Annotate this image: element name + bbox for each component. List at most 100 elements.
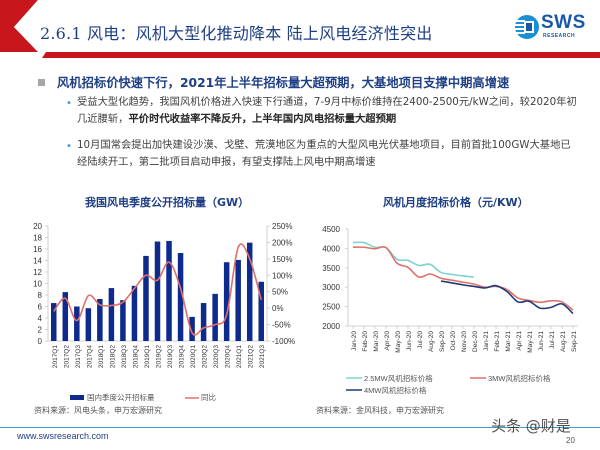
sws-logo: SWS RESEARCH [513, 12, 593, 41]
x-tick-label: Mar-21 [505, 331, 512, 352]
x-tick-label: Jan-20 [351, 331, 358, 351]
bar-2018Q2 [108, 288, 115, 341]
x-tick-label: Apr-21 [516, 331, 523, 351]
y-tick-label: 0 [38, 337, 43, 346]
bullet-dot-icon: • [66, 98, 72, 109]
x-tick-label: May-21 [527, 331, 534, 353]
bar-2017Q2 [62, 292, 69, 341]
line-yoy [53, 243, 263, 336]
y-tick-label: 2500 [322, 303, 340, 312]
bar-2021Q2 [246, 242, 253, 341]
monthly-price-chart: 2000 2500 3000 3500 4000 4500 Jan-20 Feb-20 Mar-… [322, 225, 578, 395]
x-tick-label: 2021Q1 [236, 345, 243, 369]
bullet-paragraph-2: 10月国常会提出加快建设沙漠、戈壁、荒漠地区为重点的大型风电光伏基地项目，目前首… [77, 137, 577, 171]
legend-label-2: 4MW风机招标价格 [364, 385, 427, 395]
bullet-1-text: 受益大型化趋势，我国风机价格进入快速下行通道，7-9月中标价维持在2400-25… [77, 96, 577, 125]
y-tick-label: 20 [33, 222, 42, 231]
x-tick-label: 2017Q2 [63, 345, 70, 369]
header-frame [0, 0, 600, 58]
x-tick-label: 2017Q3 [75, 345, 82, 369]
logo-icon [515, 15, 539, 39]
x-tick-label: 2019Q3 [167, 345, 174, 369]
legend-label-line: 同比 [201, 392, 216, 402]
bar-2020Q4 [223, 262, 230, 341]
x-tick-label: Oct-20 [450, 331, 457, 351]
x-tick-label: 2018Q1 [98, 345, 105, 369]
x-tick-label: 2020Q4 [225, 345, 232, 369]
y-tick-label: 6 [38, 303, 43, 312]
x-tick-label: Jul-21 [549, 331, 556, 349]
y-tick-label: 2000 [322, 322, 340, 331]
x-tick-label: Apr-20 [384, 331, 391, 351]
x-tick-label: Mar-20 [373, 331, 380, 352]
x-tick-label: Jan-21 [483, 331, 490, 351]
x-tick-label: 2017Q4 [86, 345, 93, 369]
y2-tick-label: 50% [272, 288, 288, 297]
line-series-1 [352, 246, 574, 311]
x-tick-label: Dec-20 [472, 331, 479, 352]
x-tick-label: 2020Q2 [202, 345, 209, 369]
x-tick-label: Jul-20 [417, 331, 424, 349]
y-tick-label: 14 [33, 257, 42, 266]
header-underline [42, 52, 600, 58]
y2-tick-label: 0% [272, 304, 284, 313]
bar-2020Q3 [212, 293, 218, 341]
y-tick-label: 10 [33, 280, 42, 289]
y-tick-label: 3500 [322, 264, 340, 273]
bar-2017Q3 [74, 306, 80, 341]
watermark: 头条 @财是 [491, 417, 571, 435]
headline: 风机招标价快速下行，2021年上半年招标量大超预期，大基地项目支撑中期高增速 [57, 76, 510, 90]
x-tick-label: Sep-21 [571, 331, 578, 352]
bar-2017Q1 [51, 303, 57, 341]
x-tick-label: 2020Q3 [213, 345, 220, 369]
y-tick-label: 8 [38, 291, 43, 300]
x-tick-label: Sep-20 [439, 331, 446, 352]
bar-2018Q1 [97, 299, 103, 341]
y-tick-label: 4 [38, 314, 43, 323]
bullet-dot-icon: • [66, 141, 72, 152]
bar-2018Q3 [120, 300, 126, 341]
x-tick-label: Jun-20 [406, 331, 413, 351]
footer-url[interactable]: www.swsresearch.com [17, 431, 109, 441]
x-tick-label: 2019Q1 [144, 345, 151, 369]
legend-label-1: 3MW风机招标价格 [488, 373, 551, 383]
legend-label-0: 2.5MW风机招标价格 [364, 373, 433, 383]
x-tick-label: Aug-20 [428, 331, 435, 352]
bar-2020Q2 [200, 303, 207, 341]
line-series-2 [440, 280, 574, 315]
quarterly-tender-chart: 0 2 4 6 8 10 12 14 16 18 20 -100% -50% 0% 50% 100% 150% 2… [33, 222, 295, 402]
bar-2018Q4 [131, 285, 138, 341]
x-tick-label: May-20 [395, 331, 402, 353]
header-chevron-left [0, 0, 38, 52]
x-tick-label: 2017Q1 [52, 345, 59, 369]
x-tick-label: 2019Q4 [179, 345, 186, 369]
y-tick-label: 18 [33, 234, 42, 243]
y-tick-label: 2 [38, 326, 43, 335]
bullet-1-bold: 平价时代收益率不降反升，上半年国内风电招标量大超预期 [128, 113, 397, 125]
bar-2019Q4 [177, 253, 184, 341]
y2-tick-label: 250% [272, 222, 292, 231]
chart-1-title: 我国风电季度公开招标量（GW） [85, 196, 250, 209]
x-tick-label: 2021Q2 [248, 345, 255, 369]
chart-1-source: 资料来源：风电头条，申万宏源研究 [34, 406, 162, 415]
x-tick-label: Aug-21 [560, 331, 567, 352]
slide-header: 2.6.1 风电：风机大型化推动降本 陆上风电经济性突出 SWS RESEARC… [0, 0, 600, 58]
y2-tick-label: 100% [272, 271, 292, 280]
line-series-0 [352, 241, 475, 278]
x-tick-label: 2018Q3 [121, 345, 128, 369]
y-tick-label: 16 [33, 245, 42, 254]
footer-divider [0, 427, 600, 428]
y2-tick-label: -100% [272, 337, 295, 346]
bullet-paragraph-1: 受益大型化趋势，我国风机价格进入快速下行通道，7-9月中标价维持在2400-25… [77, 94, 577, 128]
logo-subtext: RESEARCH [543, 33, 576, 39]
headline-bullet-icon [38, 79, 45, 86]
y-tick-label: 12 [33, 268, 42, 277]
x-tick-label: 2018Q4 [132, 345, 139, 369]
y-tick-label: 3000 [322, 283, 340, 292]
y2-tick-label: -50% [272, 321, 291, 330]
y-tick-label: 4500 [322, 225, 340, 234]
x-tick-label: 2019Q2 [156, 345, 163, 369]
y2-tick-label: 200% [272, 238, 292, 247]
x-tick-label: Feb-20 [362, 331, 369, 352]
x-tick-label: 2020Q1 [190, 345, 197, 369]
